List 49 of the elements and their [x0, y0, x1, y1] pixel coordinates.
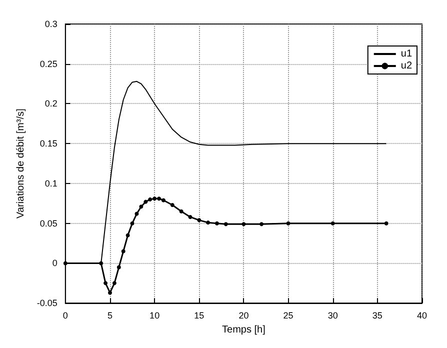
legend-label: u2 [400, 60, 412, 72]
legend-label: u1 [400, 48, 412, 60]
point [188, 214, 192, 219]
point [148, 197, 152, 202]
point [152, 196, 157, 201]
y-tick-label: -0.05 [36, 298, 58, 308]
point [330, 221, 335, 226]
point [224, 222, 228, 226]
x-axis-title: Temps [h] [222, 324, 266, 336]
point [242, 222, 246, 226]
x-tick-label: 25 [283, 310, 294, 321]
x-tick-label: 10 [150, 310, 160, 321]
x-tick-label: 35 [372, 310, 382, 321]
point [144, 200, 148, 204]
x-tick-label: 30 [328, 310, 338, 321]
point [121, 249, 126, 254]
point [104, 281, 108, 286]
y-tick-label: 0.2 [44, 98, 58, 109]
point [170, 203, 174, 208]
point [116, 265, 121, 270]
y-tick-label: 0 [52, 258, 58, 268]
y-tick-label: 0.05 [40, 218, 58, 228]
y-tick-label: 0.15 [40, 138, 58, 149]
x-tick-label: 5 [107, 310, 112, 321]
x-tick-label: 15 [194, 310, 204, 321]
point [126, 233, 130, 238]
point [260, 222, 264, 226]
y-tick-label: 0.25 [40, 58, 58, 69]
y-tick-label: 0.3 [44, 19, 58, 29]
point [157, 196, 162, 201]
y-axis-title: Variations de débit [m³/s] [16, 108, 26, 218]
point [161, 198, 166, 202]
point [197, 218, 202, 222]
point [134, 212, 139, 216]
point [112, 281, 116, 286]
point [214, 221, 219, 226]
point [139, 204, 144, 209]
x-tick-label: 20 [238, 310, 249, 321]
point [179, 209, 184, 214]
x-tick-label: 0 [62, 310, 68, 321]
x-tick-label: 40 [416, 310, 428, 321]
point [286, 221, 290, 226]
point [99, 261, 104, 266]
point [206, 220, 210, 225]
point [130, 221, 134, 226]
y-tick-label: 0.1 [44, 178, 58, 188]
point [384, 221, 388, 226]
point [63, 261, 68, 266]
point [108, 290, 112, 295]
